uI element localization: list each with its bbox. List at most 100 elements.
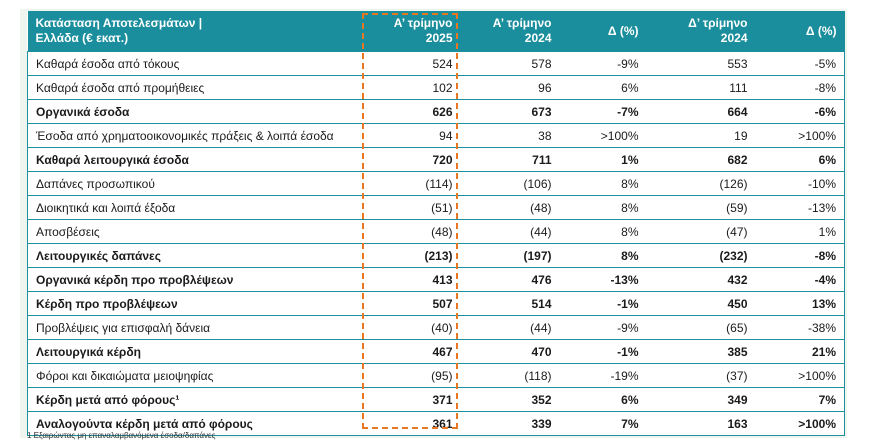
cell-delta-qoq: >100% <box>755 123 845 148</box>
cell-delta-qoq: -6% <box>755 99 845 124</box>
cell-q1-2024: 96 <box>460 75 560 100</box>
header-q1-2024: Α’ τρίμηνο 2024 <box>460 11 560 52</box>
cell-q1-2024: 514 <box>460 291 560 316</box>
cell-q1-2025: (114) <box>362 171 461 196</box>
cell-q1-2025: (213) <box>362 243 461 268</box>
cell-q4-2024: 682 <box>646 147 756 172</box>
cell-q1-2024: 38 <box>460 123 560 148</box>
cell-q4-2024: (65) <box>646 315 756 340</box>
cell-q4-2024: 385 <box>646 339 756 364</box>
cell-q1-2024: 476 <box>460 267 560 292</box>
cell-delta-qoq: 21% <box>755 339 845 364</box>
cell-delta-yoy: 8% <box>559 219 647 244</box>
table-row: Αναλογούντα κέρδη μετά από φόρους 361 339 7… <box>27 411 845 436</box>
header-q4-2024-line2: 2024 <box>720 31 748 45</box>
cell-delta-yoy: 8% <box>559 243 647 268</box>
cell-q1-2024: 711 <box>460 147 560 172</box>
table-row: Έσοδα από χρηματοοικονομικές πράξεις & λ… <box>27 123 845 148</box>
header-q1-2025: Α’ τρίμηνο 2025 <box>362 11 461 52</box>
cell-q4-2024: 450 <box>646 291 756 316</box>
header-q1-2024-line1: Α’ τρίμηνο <box>492 16 552 30</box>
cell-label: Καθαρά έσοδα από προμήθειες <box>27 75 363 100</box>
cell-delta-qoq: -5% <box>755 51 845 76</box>
cell-label: Διοικητικά και λοιπά έξοδα <box>27 195 363 220</box>
table-row: Αποσβέσεις (48) (44) 8% (47) 1% <box>27 219 845 244</box>
footnote: 1 Εξαιρώντας μη επαναλαμβανόμενα έσοδα/δ… <box>27 431 216 440</box>
table-row: Κέρδη μετά από φόρους¹ 371 352 6% 349 7% <box>27 387 845 412</box>
cell-q1-2025: (40) <box>362 315 461 340</box>
cell-q1-2025: 467 <box>362 339 461 364</box>
cell-delta-yoy: -13% <box>559 267 647 292</box>
cell-q1-2024: (106) <box>460 171 560 196</box>
cell-q4-2024: 111 <box>646 75 756 100</box>
cell-delta-qoq: -4% <box>755 267 845 292</box>
cell-delta-yoy: >100% <box>559 123 647 148</box>
cell-delta-qoq: >100% <box>755 411 845 436</box>
cell-q1-2024: 352 <box>460 387 560 412</box>
cell-label: Αποσβέσεις <box>27 219 363 244</box>
header-q1-2025-line2: 2025 <box>425 31 453 45</box>
cell-delta-yoy: -7% <box>559 99 647 124</box>
cell-delta-yoy: -1% <box>559 291 647 316</box>
cell-q4-2024: 163 <box>646 411 756 436</box>
cell-q1-2024: (197) <box>460 243 560 268</box>
header-label-line1: Κατάσταση Αποτελεσμάτων | <box>35 16 203 30</box>
table-row: Οργανικά κέρδη προ προβλέψεων 413 476 -13% 4… <box>27 267 845 292</box>
cell-q1-2024: (48) <box>460 195 560 220</box>
cell-delta-qoq: >100% <box>755 363 845 388</box>
cell-q4-2024: 553 <box>646 51 756 76</box>
cell-delta-yoy: -9% <box>559 315 647 340</box>
cell-delta-yoy: 8% <box>559 195 647 220</box>
cell-q1-2024: (44) <box>460 315 560 340</box>
cell-delta-qoq: -10% <box>755 171 845 196</box>
cell-delta-qoq: -38% <box>755 315 845 340</box>
table-row: Δαπάνες προσωπικού (114) (106) 8% (126) -10% <box>27 171 845 196</box>
cell-delta-qoq: -8% <box>755 243 845 268</box>
cell-q1-2024: 673 <box>460 99 560 124</box>
cell-label: Λειτουργικά κέρδη <box>27 339 363 364</box>
cell-q4-2024: (59) <box>646 195 756 220</box>
table-row: Λειτουργικές δαπάνες (213) (197) 8% (232) -8% <box>27 243 845 268</box>
cell-q1-2025: 720 <box>362 147 461 172</box>
table-row: Λειτουργικά κέρδη 467 470 -1% 385 21% <box>27 339 845 364</box>
cell-delta-yoy: 1% <box>559 147 647 172</box>
cell-delta-yoy: -9% <box>559 51 647 76</box>
table-row: Κέρδη προ προβλέψεων 507 514 -1% 450 13% <box>27 291 845 316</box>
table-row: Διοικητικά και λοιπά έξοδα (51) (48) 8% (59)… <box>27 195 845 220</box>
cell-delta-yoy: 7% <box>559 411 647 436</box>
cell-q1-2024: 578 <box>460 51 560 76</box>
table-row: Οργανικά έσοδα 626 673 -7% 664 -6% <box>27 99 845 124</box>
cell-q4-2024: 432 <box>646 267 756 292</box>
cell-delta-qoq: -8% <box>755 75 845 100</box>
cell-label: Λειτουργικές δαπάνες <box>27 243 363 268</box>
cell-label: Οργανικά κέρδη προ προβλέψεων <box>27 267 363 292</box>
cell-q1-2024: 470 <box>460 339 560 364</box>
cell-delta-yoy: -19% <box>559 363 647 388</box>
cell-q4-2024: (232) <box>646 243 756 268</box>
header-label: Κατάσταση Αποτελεσμάτων | Ελλάδα (€ εκατ… <box>27 11 363 52</box>
cell-q4-2024: (37) <box>646 363 756 388</box>
cell-q1-2025: 94 <box>362 123 461 148</box>
cell-q4-2024: 349 <box>646 387 756 412</box>
results-table: Κατάσταση Αποτελεσμάτων | Ελλάδα (€ εκατ… <box>27 11 845 436</box>
cell-q4-2024: (47) <box>646 219 756 244</box>
cell-label: Οργανικά έσοδα <box>27 99 363 124</box>
cell-label: Προβλέψεις για επισφαλή δάνεια <box>27 315 363 340</box>
header-q4-2024-line1: Δ’ τρίμηνο <box>688 16 748 30</box>
cell-delta-yoy: 6% <box>559 387 647 412</box>
cell-label: Κέρδη προ προβλέψεων <box>27 291 363 316</box>
cell-q1-2024: (118) <box>460 363 560 388</box>
cell-q4-2024: (126) <box>646 171 756 196</box>
cell-q1-2025: 413 <box>362 267 461 292</box>
cell-q1-2024: 339 <box>460 411 560 436</box>
cell-delta-yoy: 8% <box>559 171 647 196</box>
cell-q4-2024: 664 <box>646 99 756 124</box>
header-q1-2024-line2: 2024 <box>524 31 552 45</box>
cell-label: Αναλογούντα κέρδη μετά από φόρους <box>27 411 363 436</box>
cell-q1-2024: (44) <box>460 219 560 244</box>
header-delta-yoy: Δ (%) <box>559 11 647 52</box>
cell-q1-2025: (51) <box>362 195 461 220</box>
cell-delta-qoq: -13% <box>755 195 845 220</box>
cell-delta-qoq: 1% <box>755 219 845 244</box>
table-body: Καθαρά έσοδα από τόκους 524 578 -9% 553 -5% Κα… <box>27 51 845 436</box>
